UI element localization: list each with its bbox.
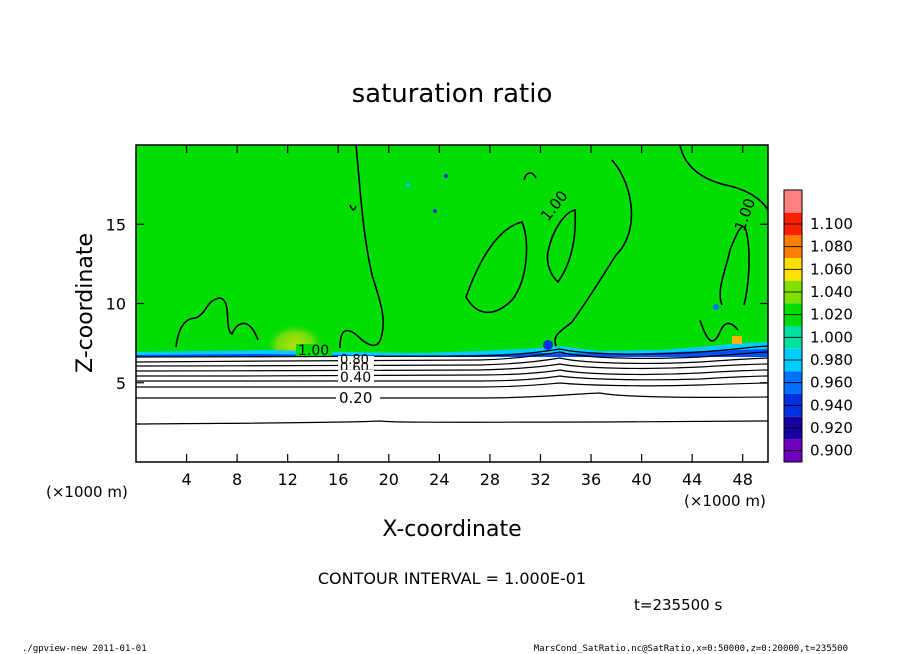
x-tick-label: 24 (429, 470, 449, 489)
subsaturated-region (136, 357, 768, 462)
saturated-region (136, 145, 768, 357)
time-label: t=235500 s (634, 596, 722, 614)
x-axis-unit: (×1000 m) (46, 483, 128, 501)
colorbar-label: 0.940 (810, 396, 853, 414)
x-tick-label: 48 (733, 470, 753, 489)
colorbar-label: 0.980 (810, 351, 853, 369)
contours-low (136, 345, 768, 425)
orange-spot (732, 336, 742, 344)
contour-labels: 1.00 0.80 0.60 0.40 0.20 1.00 1.00 (296, 187, 759, 407)
transition-band-blue (136, 349, 768, 358)
colorbar-label: 1.020 (810, 306, 853, 324)
colorbar-label: 0.920 (810, 419, 853, 437)
x-tick-label: 44 (682, 470, 702, 489)
plot-area (136, 145, 768, 462)
cyan-spot (713, 304, 719, 310)
x-tick-label: 8 (232, 470, 242, 489)
x-tick-label: 16 (328, 470, 348, 489)
colorbar-frame (783, 189, 803, 463)
blue-spot (543, 340, 553, 350)
contour-label: 0.40 (340, 370, 371, 386)
colorbar-label: 1.080 (810, 238, 853, 256)
blue-spot (444, 174, 448, 178)
colorbar-label: 0.900 (810, 442, 853, 460)
x-tick-label: 40 (631, 470, 651, 489)
x-axis-unit-right: (×1000 m) (684, 492, 766, 510)
y-axis-ticks: 5 10 15 (106, 215, 768, 393)
y-tick-label: 10 (106, 295, 126, 314)
x-tick-label: 32 (530, 470, 550, 489)
y-axis-label: Z-coordinate (73, 233, 98, 373)
contours-1-00 (175, 145, 768, 349)
colorbar-label: 1.000 (810, 328, 853, 346)
contour-label: 0.80 (340, 353, 369, 368)
colorbar: 0.900 0.920 0.940 0.960 0.980 1.000 1.020 1.040… (783, 189, 853, 463)
colorbar-label: 1.040 (810, 283, 853, 301)
cyan-spot (406, 183, 410, 187)
x-axis-ticks: 4 8 12 16 20 24 28 32 36 40 44 48 (181, 145, 753, 489)
footer-right: MarsCond_SatRatio.nc@SatRatio,x=0:50000,… (534, 644, 848, 654)
x-tick-label: 28 (480, 470, 500, 489)
chart-title: saturation ratio (352, 79, 553, 109)
x-tick-label: 12 (278, 470, 298, 489)
colorbar-swatch (784, 190, 802, 213)
contour-label: 1.00 (298, 343, 329, 359)
x-tick-label: 36 (581, 470, 601, 489)
y-tick-label: 5 (116, 374, 126, 393)
colorbar-label: 1.100 (810, 215, 853, 233)
contour-interval: CONTOUR INTERVAL = 1.000E-01 (318, 569, 586, 588)
colorbar-label: 1.060 (810, 260, 853, 278)
colorbar-label: 0.960 (810, 374, 853, 392)
x-tick-label: 4 (181, 470, 191, 489)
x-tick-label: 20 (379, 470, 399, 489)
footer-left: ./gpview-new 2011-01-01 (22, 644, 147, 654)
contour-label: 0.20 (339, 389, 372, 407)
y-tick-label: 15 (106, 215, 126, 234)
x-axis-label: X-coordinate (382, 517, 521, 542)
blue-spot (433, 209, 437, 213)
